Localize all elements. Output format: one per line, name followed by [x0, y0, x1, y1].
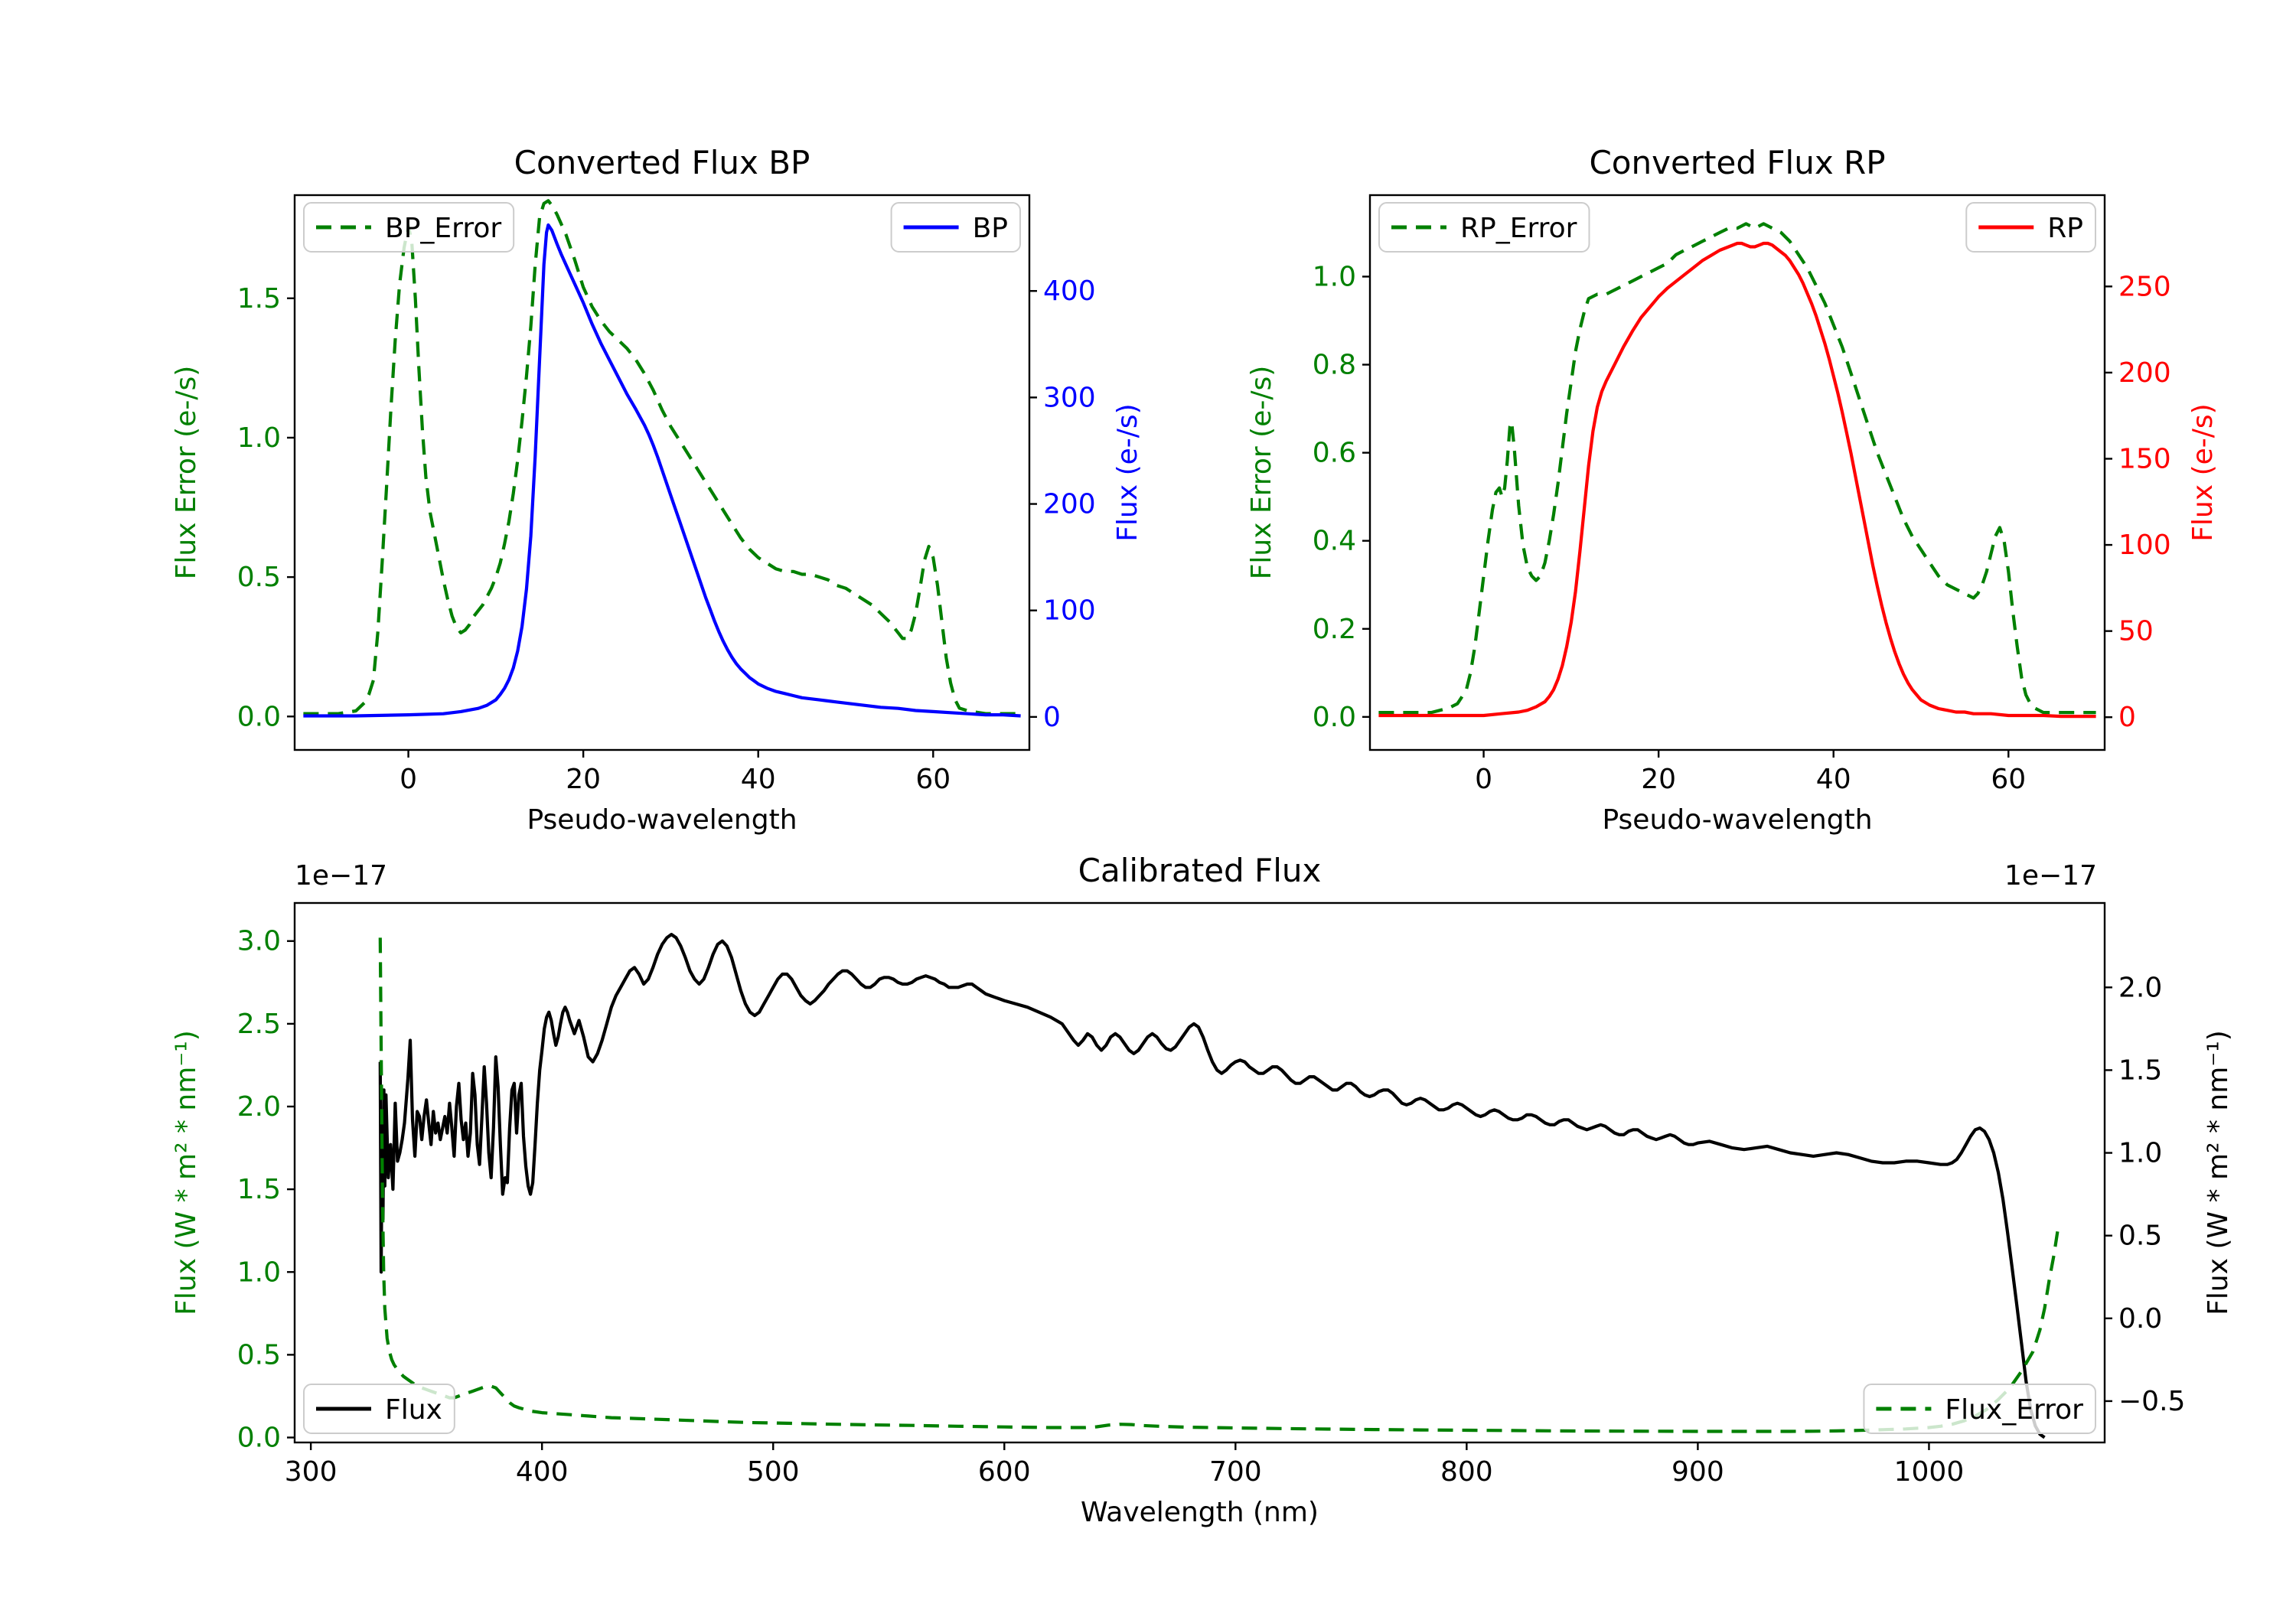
chart-calibrated-flux: 300 400 500 600 700 800 900 1000 0.0 0.5 1.0 1.5 2.0…: [171, 852, 2234, 1528]
plot-border: [293, 194, 1031, 751]
series-Flux_Error: [378, 937, 2060, 1433]
x-tick-label: 300: [285, 1456, 338, 1488]
legend: RP: [1965, 202, 2096, 253]
y-tick-label-left: 1.0: [1313, 261, 1356, 292]
legend-label: BP_Error: [385, 213, 501, 244]
legend-box: [1378, 202, 1590, 253]
y-tick-label-right: 100: [2118, 530, 2171, 561]
chart-title: Calibrated Flux: [1078, 852, 1322, 889]
series-BP_Error: [303, 199, 1021, 715]
legend-label: Flux_Error: [1945, 1394, 2083, 1426]
y-tick-label-left: 0.5: [237, 1339, 281, 1371]
legend: BP_Error: [303, 202, 515, 253]
x-tick-label: 20: [1641, 764, 1676, 795]
chart-title: Converted Flux BP: [514, 144, 810, 181]
chart-converted-flux-bp: 0 20 40 60 0.0 0.5 1.0 1.5 0 100 200 300 400 Converte…: [171, 144, 1143, 836]
x-tick-label: 20: [566, 764, 601, 795]
legend-label: RP: [2047, 213, 2083, 244]
offset-text-right: 1e−17: [2004, 860, 2097, 892]
y-tick-label-right: 150: [2118, 443, 2171, 474]
y-tick-label-left: 0.8: [1313, 350, 1356, 381]
x-tick-label: 1000: [1894, 1456, 1965, 1488]
x-axis-label: Wavelength (nm): [1081, 1497, 1319, 1528]
y-tick-label-right: 250: [2118, 271, 2171, 302]
y-axis-label-left: Flux Error (e-/s): [171, 366, 202, 580]
x-tick-label: 0: [400, 764, 417, 795]
offset-text-left: 1e−17: [295, 860, 387, 892]
y-tick-label-right: 200: [2118, 357, 2171, 389]
x-axis-label: Pseudo-wavelength: [527, 804, 797, 836]
y-tick-label-left: 3.0: [237, 926, 281, 957]
legend-label: RP_Error: [1460, 213, 1577, 244]
series-BP: [303, 223, 1021, 718]
chart-converted-flux-rp: 0 20 40 60 0.0 0.2 0.4 0.6 0.8 1.0 0 50 100 150 200 250…: [1246, 144, 2219, 836]
x-tick-label: 40: [741, 764, 776, 795]
y-tick-label-right: 0: [2118, 702, 2136, 733]
legend-box: [303, 202, 515, 253]
y-tick-label-right: 0.5: [2118, 1221, 2162, 1252]
legend: Flux_Error: [1863, 1384, 2096, 1434]
y-tick-label-left: 0.5: [237, 562, 281, 593]
y-tick-label-right: 300: [1043, 382, 1096, 413]
x-tick-label: 500: [747, 1456, 800, 1488]
y-axis-label-right: Flux (e-/s): [2187, 403, 2219, 541]
y-tick-label-left: 2.0: [237, 1091, 281, 1123]
y-tick-label-left: 0.2: [1313, 614, 1356, 645]
y-tick-label-right: −0.5: [2118, 1386, 2185, 1417]
x-tick-label: 60: [1991, 764, 2026, 795]
y-tick-label-left: 1.0: [237, 422, 281, 454]
series-RP_Error: [1378, 222, 2096, 715]
y-tick-label-right: 0.0: [2118, 1303, 2162, 1335]
y-tick-label-left: 0.6: [1313, 438, 1356, 469]
y-axis-label-left: Flux (W * m² * nm⁻¹): [171, 1030, 202, 1315]
series-RP: [1378, 241, 2096, 719]
y-axis-label-right: Flux (W * m² * nm⁻¹): [2203, 1030, 2234, 1315]
y-tick-label-right: 0: [1043, 702, 1061, 733]
legend: RP_Error: [1378, 202, 1590, 253]
x-tick-label: 700: [1209, 1456, 1262, 1488]
chart-title: Converted Flux RP: [1589, 144, 1885, 181]
x-tick-label: 400: [516, 1456, 569, 1488]
plot-border: [1368, 194, 2106, 751]
y-tick-label-left: 0.0: [1313, 702, 1356, 733]
x-tick-label: 60: [915, 764, 951, 795]
y-tick-label-right: 1.5: [2118, 1054, 2162, 1086]
y-tick-label-right: 400: [1043, 275, 1096, 307]
x-axis-label: Pseudo-wavelength: [1602, 804, 1872, 836]
x-tick-label: 40: [1816, 764, 1851, 795]
y-tick-label-left: 1.5: [237, 1174, 281, 1205]
legend-box: [1863, 1384, 2096, 1434]
y-axis-label-right: Flux (e-/s): [1112, 403, 1143, 541]
y-tick-label-left: 0.0: [237, 1423, 281, 1454]
y-tick-label-left: 1.0: [237, 1257, 281, 1288]
legend: BP: [890, 202, 1021, 253]
series-Flux: [378, 933, 2046, 1439]
y-tick-label-right: 1.0: [2118, 1138, 2162, 1169]
legend-label: Flux: [385, 1394, 442, 1426]
y-tick-label-right: 100: [1043, 595, 1096, 627]
plot-border: [293, 901, 2106, 1444]
legend-box: [303, 1384, 455, 1434]
y-tick-label-right: 200: [1043, 489, 1096, 520]
y-tick-label-left: 0.0: [237, 701, 281, 732]
x-tick-label: 0: [1475, 764, 1492, 795]
y-tick-label-right: 2.0: [2118, 972, 2162, 1003]
legend-label: BP: [973, 213, 1008, 244]
x-tick-label: 900: [1671, 1456, 1724, 1488]
x-tick-label: 600: [978, 1456, 1031, 1488]
x-tick-label: 800: [1440, 1456, 1493, 1488]
y-tick-label-left: 0.4: [1313, 526, 1356, 557]
y-axis-label-left: Flux Error (e-/s): [1246, 366, 1277, 580]
y-tick-label-left: 1.5: [237, 283, 281, 315]
y-tick-label-left: 2.5: [237, 1009, 281, 1040]
y-tick-label-right: 50: [2118, 616, 2154, 647]
legend: Flux: [303, 1384, 455, 1434]
